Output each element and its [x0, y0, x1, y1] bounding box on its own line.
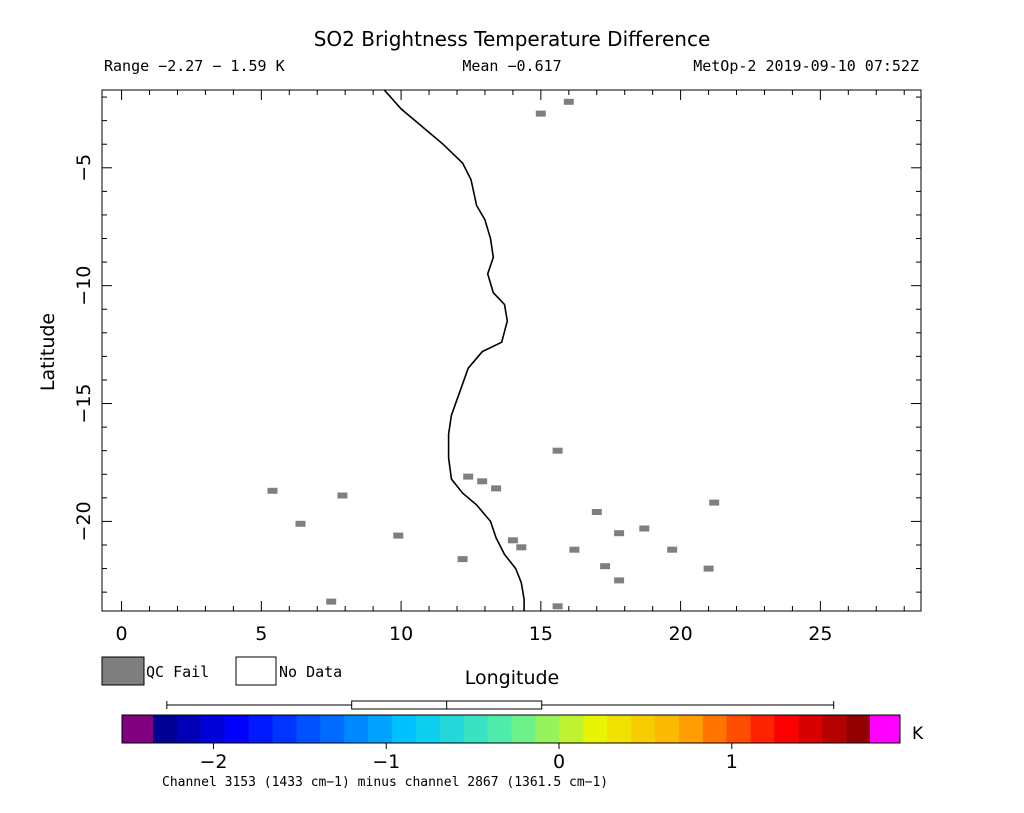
- satellite-label: MetOp-2 2019-09-10 07:52Z: [693, 57, 919, 75]
- qc-fail-marker: [535, 110, 546, 117]
- qc-fail-marker: [337, 492, 348, 499]
- qc-fail-marker: [563, 98, 574, 105]
- chart-title: SO2 Brightness Temperature Difference: [314, 27, 711, 51]
- mean-label: Mean −0.617: [462, 57, 561, 75]
- qc-fail-marker: [267, 487, 278, 494]
- range-label: Range −2.27 − 1.59 K: [104, 57, 285, 75]
- qc-fail-marker: [295, 520, 306, 527]
- qc-fail-markers: [267, 98, 720, 610]
